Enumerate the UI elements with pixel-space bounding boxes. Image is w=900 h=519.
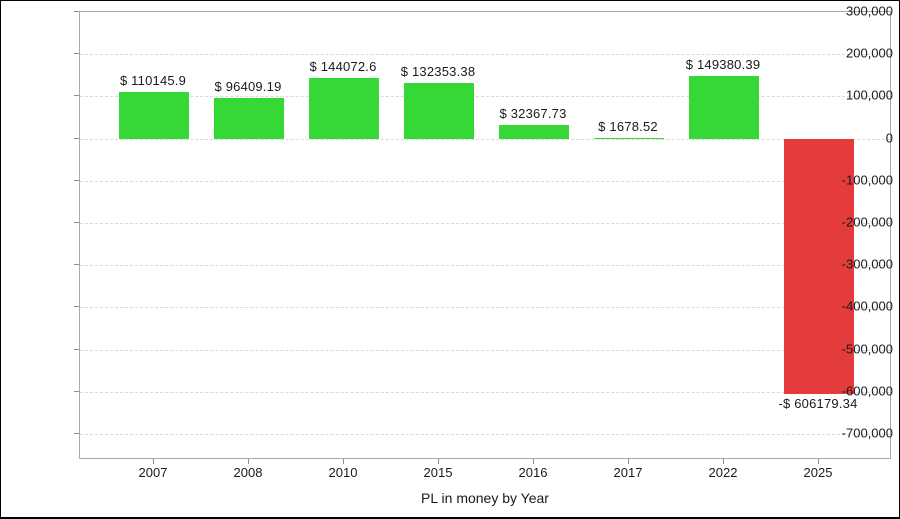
y-axis-tick-mark xyxy=(74,53,79,55)
y-axis-tick-label: 300,000 xyxy=(846,3,893,19)
x-axis-tick-label: 2016 xyxy=(518,465,548,480)
gridline xyxy=(80,349,890,351)
x-axis-tick-label: 2015 xyxy=(423,465,453,480)
y-axis-tick-mark xyxy=(74,11,79,12)
y-axis-tick-mark xyxy=(74,95,79,97)
x-axis-tick-mark xyxy=(153,459,154,464)
x-axis-tick-mark xyxy=(248,459,249,464)
y-axis-tick-mark xyxy=(74,433,79,434)
y-axis-tick-mark xyxy=(74,390,79,392)
y-axis-tick-label: 100,000 xyxy=(846,87,893,103)
x-axis-tick-label: 2008 xyxy=(233,465,263,480)
bar-2022[interactable] xyxy=(689,75,759,139)
x-axis-tick-mark xyxy=(818,459,819,464)
gridline xyxy=(80,265,890,267)
bar-value-label: $ 132353.38 xyxy=(400,63,476,79)
bar-2025[interactable] xyxy=(784,138,854,395)
plot-area xyxy=(79,11,891,459)
x-axis-tick-label: 2010 xyxy=(328,465,358,480)
y-axis-tick-mark xyxy=(74,306,79,308)
y-axis-tick-mark xyxy=(74,222,79,223)
bar-value-label: $ 96409.19 xyxy=(214,78,282,94)
y-axis-tick-label: -300,000 xyxy=(841,256,893,272)
gridline xyxy=(80,180,890,182)
y-axis-tick-label: -100,000 xyxy=(841,172,893,188)
gridline xyxy=(80,307,890,309)
x-axis-tick-label: 2007 xyxy=(138,465,168,480)
y-axis-tick-mark xyxy=(74,179,79,181)
gridline xyxy=(80,223,890,224)
y-axis-tick-label: -400,000 xyxy=(841,298,893,314)
gridline xyxy=(80,54,890,56)
y-axis-tick-mark xyxy=(74,264,79,266)
gridline xyxy=(80,138,890,140)
gridline xyxy=(80,434,890,435)
gridline xyxy=(80,96,890,98)
x-axis-tick-mark xyxy=(533,459,534,464)
gridline xyxy=(80,391,890,393)
x-axis-tick-mark xyxy=(438,459,439,464)
x-axis-title: PL in money by Year xyxy=(421,490,549,506)
bar-value-label: $ 1678.52 xyxy=(598,118,658,134)
bar-2015[interactable] xyxy=(404,82,474,139)
bar-2008[interactable] xyxy=(214,97,284,139)
y-axis-tick-mark xyxy=(74,137,79,139)
x-axis-tick-mark xyxy=(343,459,344,464)
bar-2016[interactable] xyxy=(499,124,569,139)
y-axis-tick-label: 0 xyxy=(885,130,893,146)
bar-2017[interactable] xyxy=(594,137,664,139)
bar-2010[interactable] xyxy=(309,77,379,139)
bar-value-label: $ 110145.9 xyxy=(119,73,187,89)
bar-value-label: $ 144072.6 xyxy=(309,58,377,74)
bar-value-label: $ 32367.73 xyxy=(499,105,567,121)
bar-value-label: -$ 606179.34 xyxy=(778,396,858,412)
x-axis-tick-label: 2017 xyxy=(613,465,643,480)
x-axis-tick-mark xyxy=(723,459,724,464)
y-axis-tick-label: 200,000 xyxy=(846,45,893,61)
y-axis-tick-label: -700,000 xyxy=(841,425,893,441)
bar-2007[interactable] xyxy=(119,92,189,139)
y-axis-tick-label: -600,000 xyxy=(841,383,893,399)
bar-value-label: $ 149380.39 xyxy=(685,56,761,72)
y-axis-tick-label: -200,000 xyxy=(841,214,893,230)
y-axis-tick-mark xyxy=(74,348,79,350)
x-axis-tick-label: 2025 xyxy=(803,465,833,480)
x-axis-tick-mark xyxy=(628,459,629,464)
y-axis-tick-label: -500,000 xyxy=(841,341,893,357)
x-axis-tick-label: 2022 xyxy=(708,465,738,480)
